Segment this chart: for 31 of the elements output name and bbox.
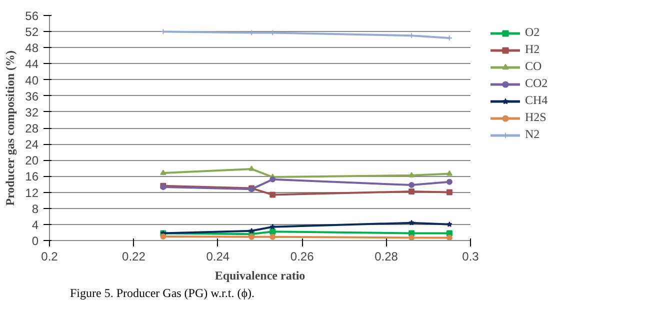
x-tick-label: 0.22 <box>122 250 146 264</box>
x-tick-label: 0.3 <box>462 250 480 264</box>
legend-label: H2 <box>525 42 541 57</box>
y-tick-label: 12 <box>25 186 39 200</box>
y-axis-title: Producer gas composition (%) <box>3 50 18 206</box>
y-tick-label: 16 <box>25 170 39 184</box>
x-tick-label: 0.2 <box>41 250 58 264</box>
y-tick-label: 40 <box>25 73 39 88</box>
x-tick-label: 0.24 <box>206 250 230 264</box>
legend-label: H2S <box>525 110 546 125</box>
legend-label: CO2 <box>525 76 548 91</box>
legend-label: CH4 <box>525 93 548 108</box>
y-tick-label: 20 <box>25 154 39 168</box>
legend-label: N2 <box>525 127 541 142</box>
y-tick-label: 36 <box>25 89 39 104</box>
y-tick-label: 52 <box>25 25 39 40</box>
caption: Figure 5. Producer Gas (PG) w.r.t. (ϕ). <box>70 285 255 302</box>
x-axis-title: Equivalence ratio <box>214 268 306 282</box>
y-tick-label: 32 <box>25 105 39 120</box>
legend-label: CO <box>525 59 543 74</box>
y-tick-label: 44 <box>25 57 39 72</box>
y-tick-label: 28 <box>25 122 39 136</box>
y-tick-label: 8 <box>32 202 39 216</box>
y-tick-label: 0 <box>32 234 39 248</box>
y-tick-label: 24 <box>25 138 39 152</box>
y-tick-label: 4 <box>32 218 39 232</box>
x-tick-label: 0.26 <box>290 250 314 264</box>
y-tick-label: 56 <box>25 9 39 23</box>
y-tick-label: 48 <box>25 41 39 56</box>
x-tick-label: 0.28 <box>374 250 398 264</box>
legend-label: O2 <box>525 25 541 40</box>
